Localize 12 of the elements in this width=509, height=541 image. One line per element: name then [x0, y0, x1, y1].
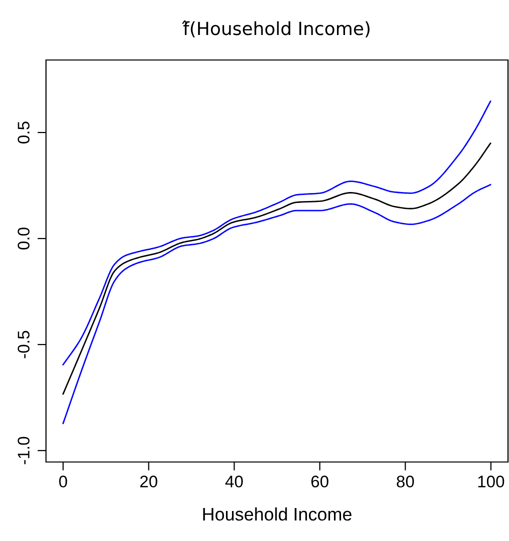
x-tick-label: 60 [311, 476, 328, 488]
x-tick-label: 40 [225, 476, 243, 488]
x-tick-label: 80 [396, 476, 414, 488]
y-tick-label: -1.0 [18, 436, 30, 464]
x-tick-label: 0 [59, 476, 68, 488]
y-tick-label: -0.5 [18, 330, 30, 358]
y-tick-label: 0.5 [18, 122, 30, 144]
x-tick-label: 20 [140, 476, 158, 488]
y-tick-label: 0.0 [18, 228, 30, 250]
chart-title: f̂(Household Income) [182, 20, 370, 38]
x-tick-label: 100 [478, 476, 504, 488]
x-axis-title: Household Income [203, 507, 352, 521]
